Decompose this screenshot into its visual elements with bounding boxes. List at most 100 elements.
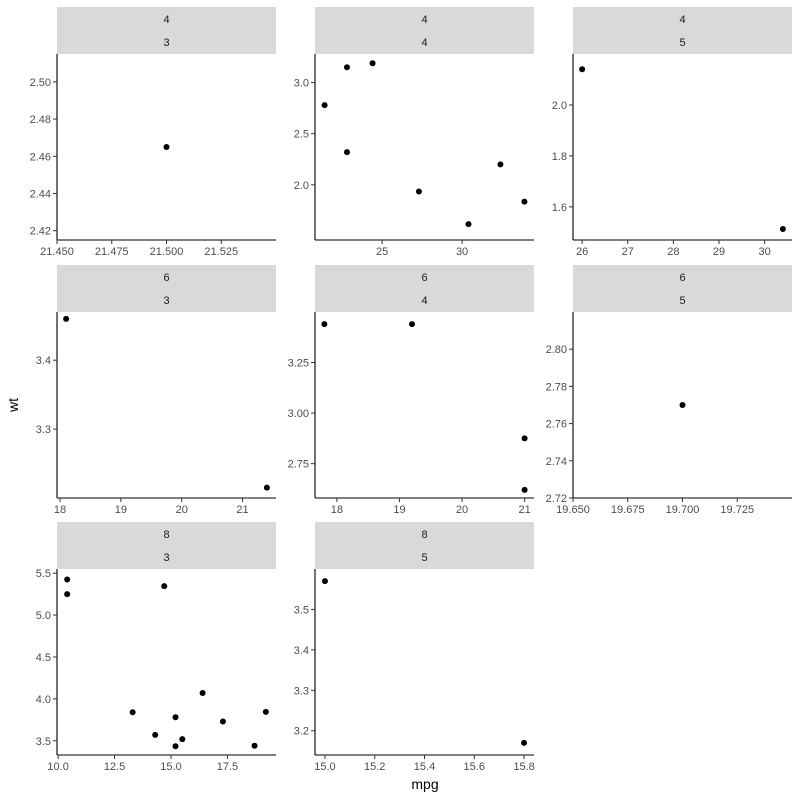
x-tick-label: 30 [456, 246, 468, 258]
data-point [321, 102, 328, 109]
y-tick-label: 4.5 [36, 652, 51, 664]
x-tick-label: 21.525 [204, 246, 238, 258]
strip-label-cyl: 6 [163, 272, 169, 284]
strip-label-gear: 3 [163, 37, 169, 49]
strip-label-gear: 3 [163, 295, 169, 307]
y-tick-label: 2.42 [30, 226, 51, 238]
panel-8-3: 8 3 10.0 12.5 15.0 17.5 3.5 4.0 4.5 5.0 5.5 [36, 522, 276, 773]
x-tick-label: 19.725 [720, 504, 754, 516]
facet-strip [315, 7, 534, 54]
data-point [497, 161, 504, 168]
strip-label-cyl: 4 [679, 14, 685, 26]
data-point [262, 708, 269, 715]
x-tick-label: 21.500 [150, 246, 184, 258]
y-tick-label: 4.0 [36, 694, 51, 706]
data-point [679, 402, 686, 408]
x-tick-label: 20 [456, 504, 468, 516]
panel-6-3: 6 3 18 19 20 21 3.3 3.4 [36, 265, 276, 516]
y-tick-label: 2.72 [546, 493, 567, 505]
y-tick-label: 2.74 [546, 456, 567, 468]
x-tick-label: 15.0 [314, 761, 335, 773]
x-tick-label: 18 [331, 504, 343, 516]
y-tick-label: 3.4 [294, 645, 309, 657]
data-point [408, 321, 415, 328]
data-point [172, 743, 179, 750]
x-tick-label: 15.0 [160, 761, 181, 773]
data-point [579, 66, 586, 73]
data-point [161, 583, 168, 590]
panel-6-4: 6 4 18 19 20 21 2.75 3.00 3.25 [288, 265, 534, 516]
data-point [521, 435, 528, 442]
x-tick-label: 15.2 [364, 761, 385, 773]
y-tick-label: 2.78 [546, 381, 567, 393]
y-tick-label: 3.0 [294, 78, 309, 90]
strip-label-cyl: 4 [163, 14, 169, 26]
panel-4-4: 4 4 25 30 2.0 2.5 3.0 [294, 7, 534, 258]
x-tick-label: 19.700 [666, 504, 700, 516]
panel-4-5: 4 5 26 27 28 29 30 1.6 1.8 2.0 [552, 7, 792, 258]
y-axis-title: wt [5, 398, 21, 413]
y-tick-label: 5.5 [36, 568, 51, 580]
y-tick-label: 3.3 [294, 685, 309, 697]
y-tick-label: 3.5 [294, 604, 309, 616]
data-point [369, 60, 376, 67]
data-point [263, 484, 270, 491]
x-tick-label: 26 [576, 246, 588, 258]
y-tick-label: 2.48 [30, 114, 51, 126]
x-axis-title: mpg [411, 776, 438, 792]
strip-label-gear: 3 [163, 552, 169, 564]
panel-8-5: 8 5 15.0 15.2 15.4 15.6 15.8 3.2 3.3 3.4 3.5 [294, 522, 535, 773]
x-tick-label: 10.0 [47, 761, 68, 773]
data-point [199, 690, 206, 696]
data-point [465, 221, 472, 228]
facet-strip [315, 522, 534, 569]
data-point [64, 591, 71, 598]
facet-strip [573, 265, 792, 312]
x-tick-label: 19.675 [611, 504, 645, 516]
y-tick-label: 5.0 [36, 610, 51, 622]
x-tick-label: 30 [759, 246, 771, 258]
data-point [64, 576, 71, 583]
data-point [152, 731, 159, 738]
x-tick-label: 21.475 [95, 246, 129, 258]
panel-4-3: 4 3 21.450 21.475 21.500 21.525 2.42 2.44 2.46 2.… [30, 7, 276, 258]
x-tick-label: 20 [176, 504, 188, 516]
x-tick-label: 15.4 [414, 761, 435, 773]
y-tick-label: 3.00 [288, 408, 309, 420]
data-point [521, 486, 528, 493]
strip-label-gear: 4 [421, 295, 427, 307]
strip-label-cyl: 8 [421, 529, 427, 541]
strip-label-cyl: 6 [421, 272, 427, 284]
data-point [321, 321, 328, 328]
y-tick-label: 3.5 [36, 736, 51, 748]
x-tick-label: 28 [667, 246, 679, 258]
y-tick-label: 3.3 [36, 424, 51, 436]
panel-6-5: 6 5 19.650 19.675 19.700 19.725 2.72 2.74 2.76 2.… [546, 265, 792, 516]
y-tick-label: 3.4 [36, 355, 51, 367]
y-tick-label: 2.76 [546, 419, 567, 431]
y-tick-label: 3.2 [294, 726, 309, 738]
panels: 4 3 21.450 21.475 21.500 21.525 2.42 2.44 2.46 2.… [30, 7, 792, 773]
y-tick-label: 2.80 [546, 344, 567, 356]
x-tick-label: 17.5 [217, 761, 238, 773]
data-point [521, 739, 528, 746]
data-point [219, 718, 226, 725]
y-tick-label: 2.0 [294, 180, 309, 192]
facet-strip [573, 7, 792, 54]
facet-strip [57, 265, 276, 312]
x-tick-label: 19 [115, 504, 127, 516]
strip-label-gear: 5 [679, 37, 685, 49]
y-tick-label: 2.44 [30, 189, 51, 201]
x-tick-label: 15.8 [513, 761, 534, 773]
x-tick-label: 21 [518, 504, 530, 516]
x-tick-label: 18 [54, 504, 66, 516]
facet-strip [57, 7, 276, 54]
data-point [343, 149, 350, 156]
y-tick-label: 2.75 [288, 459, 309, 471]
x-tick-label: 12.5 [104, 761, 125, 773]
data-point [172, 714, 179, 721]
data-point [179, 736, 186, 743]
data-point [163, 144, 170, 150]
x-tick-label: 21.450 [40, 246, 74, 258]
